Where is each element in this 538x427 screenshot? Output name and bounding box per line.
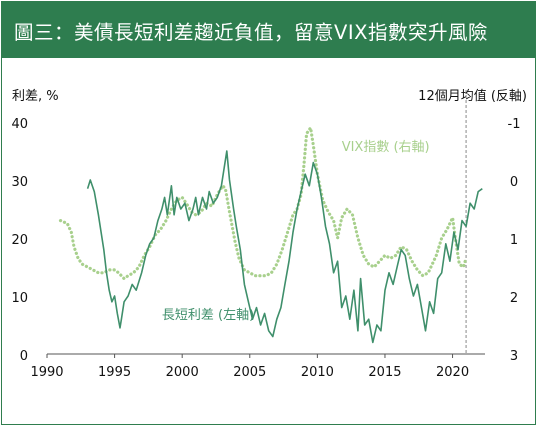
tick-labels: 1990 1995 2000 2005 2010 2015 2020010203040321… — [11, 117, 520, 380]
y2-axis-label: 12個月均值 (反軸) — [418, 88, 527, 104]
labels: 利差, % 12個月均值 (反軸) — [12, 88, 527, 104]
x-tick-label: 2010 — [301, 365, 334, 380]
x-tick-label: 1990 — [30, 365, 63, 380]
y-axis-label: 利差, % — [12, 89, 59, 104]
y2-tick-label: 1 — [510, 233, 518, 248]
y2-tick-label: 2 — [510, 291, 518, 306]
annotations: VIX指數 (右軸) 長短利差 (左軸) — [162, 140, 430, 323]
y-tick-label: 10 — [11, 291, 28, 306]
y-tick-label: 30 — [11, 175, 28, 190]
series-layer — [58, 126, 483, 344]
x-tick-label: 1995 — [98, 365, 131, 380]
y-tick-label: 0 — [20, 349, 28, 364]
spread-series-label: 長短利差 (左軸) — [162, 308, 254, 323]
y2-tick-label: -1 — [508, 117, 521, 132]
vix-series-label: VIX指數 (右軸) — [342, 140, 430, 155]
vix-series-line — [58, 126, 468, 281]
y-tick-label: 20 — [11, 233, 28, 248]
x-tick-label: 2005 — [233, 365, 266, 380]
y-tick-label: 40 — [11, 117, 28, 132]
x-tick-label: 2020 — [436, 365, 469, 380]
chart-title: 圖三：美債長短利差趨近負值，留意VIX指數突升風險 — [14, 20, 488, 44]
spread-series-line — [86, 150, 483, 344]
x-tick-label: 2000 — [166, 365, 199, 380]
y2-tick-label: 0 — [510, 175, 518, 190]
y2-tick-label: 3 — [510, 349, 518, 364]
x-tick-label: 2015 — [368, 365, 401, 380]
title-bar: 圖三：美債長短利差趨近負值，留意VIX指數突升風險 — [2, 2, 535, 58]
